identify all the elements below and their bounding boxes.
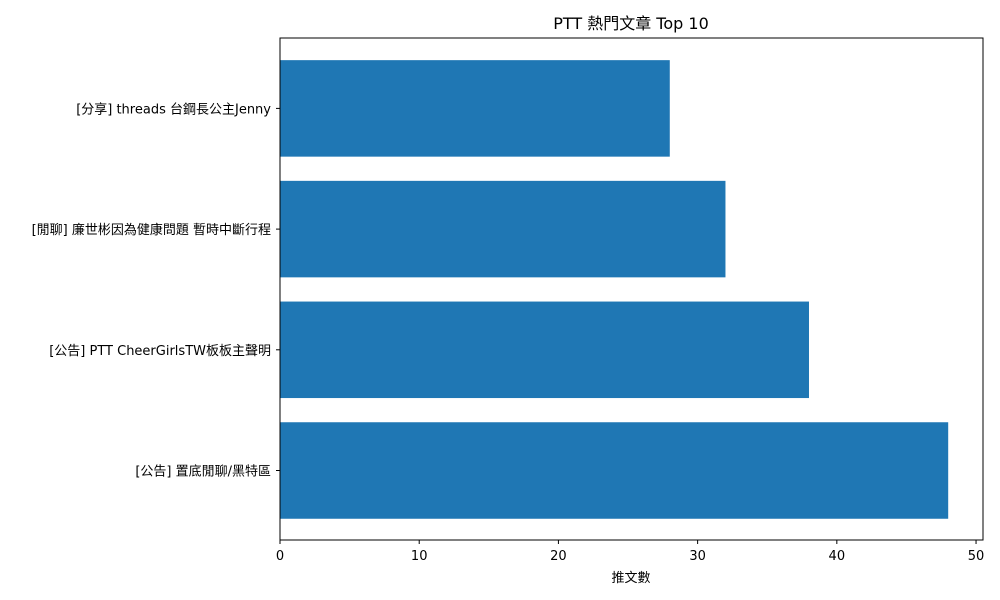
- plot-frame: [279, 37, 984, 541]
- bars-group: [280, 60, 949, 519]
- y-tick-label: [公告] 置底閒聊/黑特區: [135, 464, 271, 480]
- y-axis-ticks: [公告] 置底閒聊/黑特區 [公告] PTT CheerGirlsTW板板主聲明 […: [32, 101, 280, 480]
- chart-title: PTT 熱門文章 Top 10: [553, 14, 709, 33]
- x-tick-label: 30: [689, 549, 706, 564]
- bar: [280, 422, 949, 519]
- x-tick-label: 40: [829, 549, 846, 564]
- x-axis-ticks: 0 10 20 30 40 50: [276, 540, 984, 564]
- bar: [280, 60, 670, 157]
- x-tick-label: 0: [276, 549, 284, 564]
- x-tick-label: 50: [968, 549, 985, 564]
- y-tick-label: [分享] threads 台鋼長公主Jenny: [76, 101, 271, 117]
- x-tick-label: 20: [550, 549, 567, 564]
- y-tick-label: [閒聊] 廉世彬因為健康問題 暫時中斷行程: [32, 222, 271, 238]
- x-tick-label: 10: [411, 549, 428, 564]
- x-axis-label: 推文數: [611, 571, 650, 586]
- bar: [280, 301, 809, 399]
- y-tick-label: [公告] PTT CheerGirlsTW板板主聲明: [49, 343, 271, 359]
- bar: [280, 180, 726, 278]
